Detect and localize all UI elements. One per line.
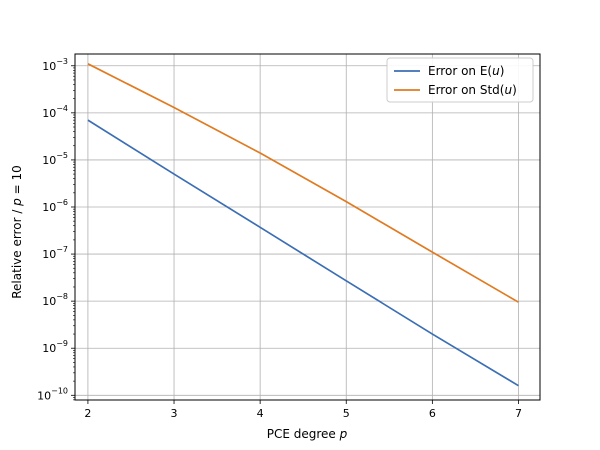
- legend-box: [386, 57, 534, 103]
- y-tick-label: 10−4: [42, 104, 68, 120]
- y-tick-label: 10−3: [42, 57, 68, 73]
- x-tick-label: 6: [429, 407, 436, 420]
- y-tick-label: 10−7: [42, 245, 68, 261]
- series-line-error-mean: [87, 119, 519, 387]
- y-axis-label: Relative error / p = 10: [10, 165, 24, 299]
- plot-frame: [74, 53, 541, 401]
- series-line-error-std: [87, 63, 519, 303]
- legend-label-e: Error on E(u): [428, 64, 504, 78]
- y-tick-label: 10−8: [42, 292, 68, 308]
- legend-label-std: Error on Std(u): [428, 83, 517, 97]
- x-tick-label: 4: [257, 407, 264, 420]
- ticks: 2 3 4 5 6 7 10−10 10−9 10−8 10−7 10−6 10−5 10−4 10−3: [37, 57, 522, 420]
- series-layer: [87, 63, 519, 387]
- x-tick-label: 7: [515, 407, 522, 420]
- x-axis-label: PCE degree p: [267, 427, 348, 441]
- legend: Error on E(u) Error on Std(u): [386, 57, 534, 103]
- x-tick-label: 2: [84, 407, 91, 420]
- y-tick-label: 10−10: [37, 386, 68, 402]
- y-tick-label: 10−5: [42, 151, 68, 167]
- y-tick-label: 10−6: [42, 198, 68, 214]
- grid: [75, 54, 540, 400]
- x-tick-label: 5: [343, 407, 350, 420]
- y-tick-label: 10−9: [42, 339, 68, 355]
- x-tick-label: 3: [171, 407, 178, 420]
